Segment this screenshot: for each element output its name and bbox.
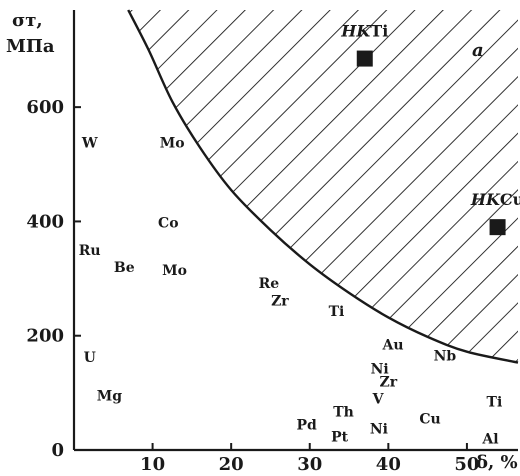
point-label-ti: Ti [329, 304, 345, 320]
x-tick-label: 30 [297, 454, 322, 475]
highlighted-points-layer: HKTi HKCu [340, 22, 520, 236]
point-label-re: Re [259, 276, 280, 292]
point-label-cu: Cu [419, 412, 440, 428]
point-label-w: W [81, 136, 98, 152]
y-tick-label: 0 [51, 440, 64, 461]
point-label-al: Al [481, 432, 498, 448]
hk-label-cu: HKCu [470, 190, 520, 209]
point-label-nb: Nb [434, 349, 457, 365]
point-label-ru: Ru [79, 243, 101, 259]
y-tick-label: 400 [26, 211, 64, 232]
x-tick-label: 50 [454, 454, 479, 475]
axes-layer: 0 200 400 600 10 20 30 40 50 [26, 10, 518, 475]
point-label-pd: Pd [296, 417, 317, 433]
point-label-zr: Zr [380, 374, 398, 390]
point-label-zr: Zr [271, 293, 289, 309]
hk-marker-cu [489, 219, 506, 236]
x-axis-title: δ, % [476, 452, 518, 473]
point-label-v: V [372, 392, 385, 408]
hk-label-ti: HKTi [340, 22, 388, 41]
point-label-ti: Ti [487, 394, 503, 410]
y-tick-label: 200 [26, 326, 64, 347]
point-label-be: Be [114, 260, 135, 276]
x-tick-label: 40 [376, 454, 401, 475]
y-axis-unit: МПа [6, 36, 55, 57]
hatched-region [128, 10, 518, 363]
region-boundary-curve [127, 9, 519, 364]
point-label-ni: Ni [370, 421, 388, 437]
point-label-mg: Mg [97, 389, 122, 405]
point-label-au: Au [382, 337, 404, 353]
point-label-mo: Mo [160, 136, 185, 152]
point-label-pt: Pt [331, 429, 349, 445]
point-label-co: Co [158, 216, 178, 232]
point-label-u: U [84, 350, 96, 366]
y-axis-title: σт, [12, 10, 43, 31]
x-tick-label: 20 [219, 454, 244, 475]
point-label-ni: Ni [371, 361, 389, 377]
point-label-th: Th [333, 405, 354, 421]
x-tick-label: 10 [140, 454, 165, 475]
y-tick-label: 600 [26, 97, 64, 118]
region-label: a [472, 40, 484, 61]
hatched-region-layer [127, 9, 519, 364]
hk-marker-ti [356, 50, 373, 67]
point-label-mo: Mo [162, 263, 187, 279]
